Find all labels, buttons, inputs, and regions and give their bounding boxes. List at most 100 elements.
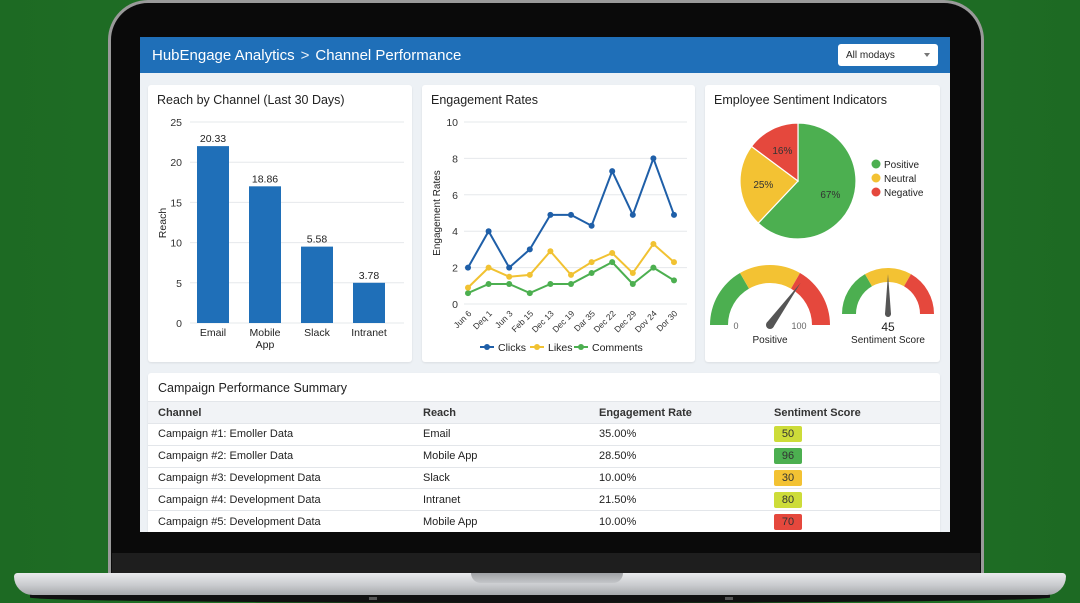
engagement-chart-title: Engagement Rates bbox=[431, 93, 539, 107]
data-point[interactable] bbox=[671, 211, 677, 218]
data-point[interactable] bbox=[526, 271, 533, 278]
cell-sentiment-score: 50 bbox=[764, 423, 940, 446]
legend-label-neutral[interactable]: Neutral bbox=[884, 174, 916, 185]
pie-slice-label: 25% bbox=[753, 180, 773, 191]
data-point[interactable] bbox=[588, 222, 595, 229]
cell-sentiment-score: 80 bbox=[764, 488, 940, 511]
reach-chart-title: Reach by Channel (Last 30 Days) bbox=[157, 93, 345, 107]
data-point[interactable] bbox=[485, 264, 492, 271]
data-point[interactable] bbox=[485, 228, 492, 235]
data-point[interactable] bbox=[465, 290, 471, 297]
cell-channel: Campaign #5: Development Data bbox=[148, 510, 413, 532]
data-point[interactable] bbox=[588, 259, 595, 266]
campaign-summary-title: Campaign Performance Summary bbox=[158, 381, 347, 395]
data-point[interactable] bbox=[629, 270, 636, 277]
y-tick-label: 15 bbox=[170, 197, 182, 209]
legend-marker bbox=[534, 344, 540, 350]
pie-slice-label: 16% bbox=[772, 146, 792, 157]
data-point[interactable] bbox=[506, 280, 513, 287]
bar-email[interactable] bbox=[197, 146, 229, 323]
y-tick-label: 0 bbox=[452, 299, 458, 311]
data-point[interactable] bbox=[547, 248, 554, 255]
legend-label-comments[interactable]: Comments bbox=[592, 342, 643, 354]
date-filter-dropdown[interactable]: All modays bbox=[838, 44, 938, 66]
gauge-hub bbox=[885, 311, 891, 317]
data-point[interactable] bbox=[671, 277, 677, 284]
legend-label-clicks[interactable]: Clicks bbox=[498, 342, 526, 354]
data-point[interactable] bbox=[609, 259, 616, 266]
x-tick-label: Slack bbox=[304, 327, 330, 339]
data-point[interactable] bbox=[465, 264, 471, 271]
breadcrumb-app[interactable]: HubEngage Analytics bbox=[152, 46, 295, 64]
sentiment-score-value: 45 bbox=[881, 320, 895, 334]
legend-marker bbox=[578, 344, 584, 350]
table-row[interactable]: Campaign #5: Development Data Mobile App… bbox=[148, 510, 940, 532]
legend-label-negative[interactable]: Negative bbox=[884, 188, 924, 199]
data-point[interactable] bbox=[609, 168, 616, 175]
legend-label-likes[interactable]: Likes bbox=[548, 342, 573, 354]
column-header-reach[interactable]: Reach bbox=[413, 401, 589, 424]
bar-mobile[interactable] bbox=[249, 186, 281, 323]
campaign-summary-card: Campaign Performance Summary Channel Rea… bbox=[148, 373, 940, 532]
data-point[interactable] bbox=[465, 284, 471, 291]
x-tick-label: Jun 6 bbox=[452, 308, 474, 330]
cell-channel: Campaign #1: Emoller Data bbox=[148, 423, 413, 446]
legend-label-positive[interactable]: Positive bbox=[884, 160, 919, 171]
y-tick-label: 25 bbox=[170, 117, 182, 129]
y-tick-label: 2 bbox=[452, 263, 458, 275]
data-point[interactable] bbox=[568, 280, 574, 287]
gauge-min-label: 0 bbox=[733, 321, 738, 331]
dashboard-screen: HubEngage Analytics > Channel Performanc… bbox=[140, 37, 950, 532]
gauge-segment-green bbox=[842, 274, 872, 314]
cell-reach: Intranet bbox=[413, 488, 589, 511]
table-row[interactable]: Campaign #3: Development Data Slack 10.0… bbox=[148, 466, 940, 489]
sentiment-card: Employee Sentiment Indicators 67% 25% 16% P… bbox=[705, 85, 940, 362]
legend-dot bbox=[871, 159, 881, 169]
data-point[interactable] bbox=[609, 250, 616, 257]
data-point[interactable] bbox=[671, 259, 677, 266]
data-point[interactable] bbox=[629, 280, 636, 287]
data-point[interactable] bbox=[526, 290, 533, 297]
gauge-max-label: 100 bbox=[791, 321, 806, 331]
column-header-engagement-rate[interactable]: Engagement Rate bbox=[589, 401, 764, 424]
table-header-row: Channel Reach Engagement Rate Sentiment … bbox=[148, 401, 940, 424]
data-point[interactable] bbox=[506, 264, 513, 271]
data-point[interactable] bbox=[526, 246, 533, 253]
pie-slice-negative[interactable] bbox=[750, 122, 799, 183]
table-row[interactable]: Campaign #4: Development Data Intranet 2… bbox=[148, 488, 940, 511]
column-header-sentiment-score[interactable]: Sentiment Score bbox=[764, 401, 940, 424]
y-tick-label: 6 bbox=[452, 190, 458, 202]
data-point[interactable] bbox=[568, 271, 574, 278]
column-header-channel[interactable]: Channel bbox=[148, 401, 413, 424]
bar-value-label: 3.78 bbox=[359, 270, 380, 282]
legend-dot bbox=[871, 173, 881, 183]
data-point[interactable] bbox=[650, 240, 657, 247]
data-point[interactable] bbox=[547, 280, 554, 287]
data-point[interactable] bbox=[629, 211, 636, 218]
table-row[interactable]: Campaign #1: Emoller Data Email 35.00% 5… bbox=[148, 423, 940, 446]
reach-chart-card: Reach by Channel (Last 30 Days) 0 5 10 15 20… bbox=[148, 85, 412, 362]
data-point[interactable] bbox=[650, 264, 657, 271]
gauge-hub bbox=[766, 321, 774, 329]
cell-engagement-rate: 35.00% bbox=[589, 423, 764, 446]
data-point[interactable] bbox=[506, 273, 513, 280]
y-tick-label: 0 bbox=[176, 318, 182, 330]
bar-intranet[interactable] bbox=[353, 282, 385, 323]
sentiment-score-badge: 96 bbox=[774, 448, 802, 465]
gauge-segment-yellow bbox=[740, 265, 800, 289]
legend-dot bbox=[871, 187, 881, 197]
table-row[interactable]: Campaign #2: Emoller Data Mobile App 28.… bbox=[148, 444, 940, 468]
top-bar: HubEngage Analytics > Channel Performanc… bbox=[140, 37, 950, 73]
pie-slice-neutral[interactable] bbox=[739, 145, 799, 225]
data-point[interactable] bbox=[547, 211, 554, 218]
cell-sentiment-score: 30 bbox=[764, 466, 940, 489]
data-point[interactable] bbox=[650, 155, 657, 162]
x-tick-label: Dor 30 bbox=[654, 308, 679, 333]
bar-slack[interactable] bbox=[301, 246, 333, 323]
x-tick-label: Intranet bbox=[351, 327, 387, 339]
pie-slice-positive[interactable] bbox=[757, 122, 857, 240]
data-point[interactable] bbox=[568, 211, 574, 218]
data-point[interactable] bbox=[485, 280, 492, 287]
data-point[interactable] bbox=[588, 270, 595, 277]
